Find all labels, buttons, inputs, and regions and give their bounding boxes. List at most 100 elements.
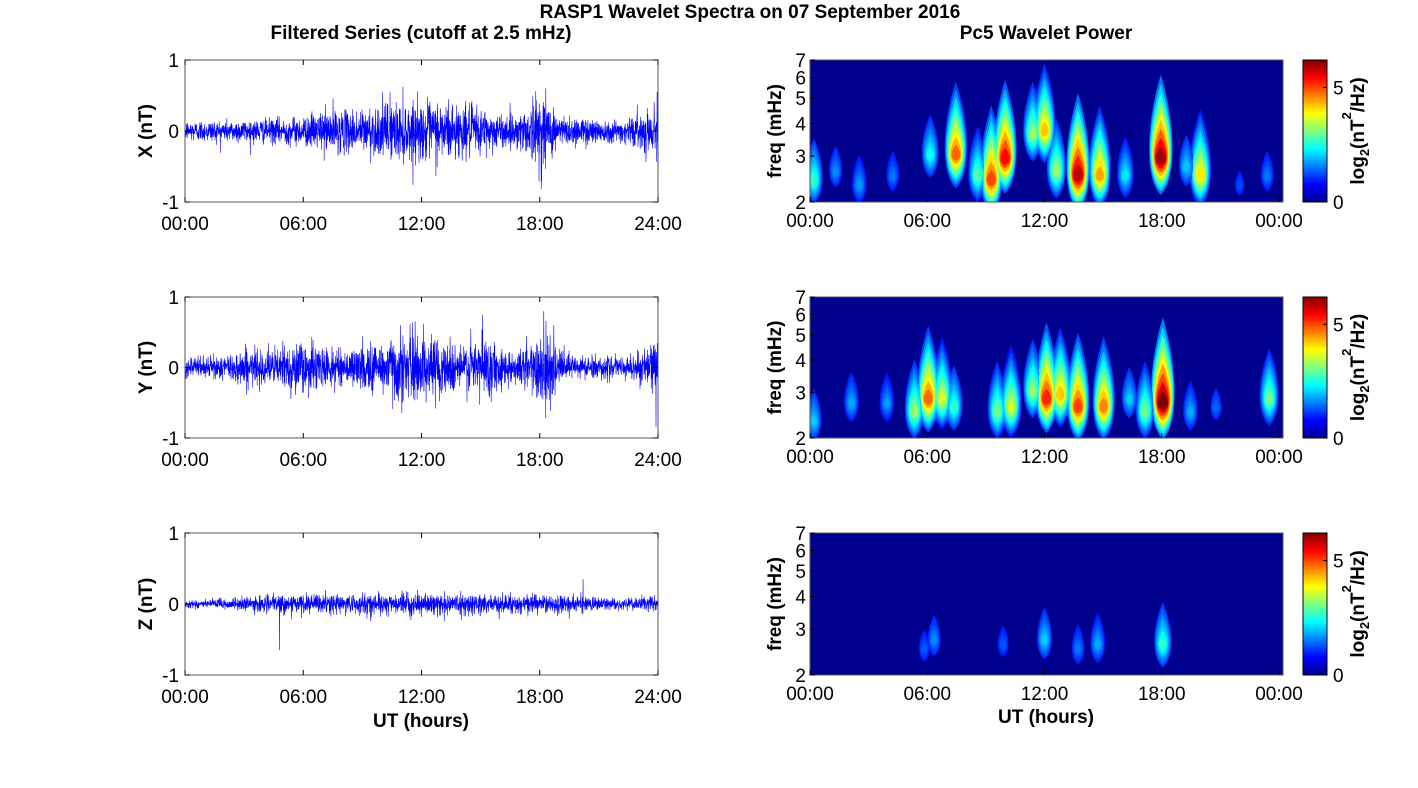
y-tick-label: 4: [795, 587, 806, 608]
power-contour: [810, 414, 818, 427]
colorbar-label: log2(nT2/Hz): [1339, 314, 1372, 421]
colorbar-label: log2(nT2/Hz): [1339, 77, 1372, 184]
y-tick-label: 0: [168, 359, 179, 380]
x-tick-label: 00:00: [161, 214, 209, 235]
power-contour: [1000, 147, 1010, 165]
colorbar-tick-label: 5: [1333, 551, 1344, 572]
x-tick-label: 12:00: [398, 214, 446, 235]
figure-title: RASP1 Wavelet Spectra on 07 September 20…: [540, 2, 961, 23]
left-xlabel: UT (hours): [373, 711, 469, 732]
y-tick-label: 4: [795, 351, 806, 372]
series-panel-y: 00:00 06:00 12:00 18:00 24:00 -1 0 1 Y (nT): [136, 288, 682, 471]
x-tick-label: 06:00: [279, 214, 327, 235]
x-tick-label: 06:00: [279, 687, 327, 708]
power-contour: [1029, 126, 1037, 140]
power-contour: [1075, 642, 1081, 654]
y-axis-label: X (nT): [136, 104, 157, 158]
axes-box: [809, 59, 1284, 203]
power-contour: [1007, 398, 1015, 413]
y-tick-label: 5: [795, 326, 806, 347]
power-contour: [1183, 160, 1190, 172]
x-tick-label: 12:00: [1021, 447, 1069, 468]
power-contour: [1213, 401, 1219, 413]
y-axis-label: freq (mHz): [765, 84, 786, 178]
colorbar-label: log2(nT2/Hz): [1339, 550, 1372, 657]
left-column-title: Filtered Series (cutoff at 2.5 mHz): [271, 23, 572, 44]
series-line-z: [184, 579, 659, 651]
x-tick-label: 12:00: [1021, 684, 1069, 705]
power-contour: [856, 179, 863, 191]
x-tick-label: 00:00: [786, 211, 834, 232]
power-contour: [1073, 397, 1083, 414]
power-contour: [883, 397, 890, 409]
x-tick-label: 00:00: [786, 447, 834, 468]
power-contour: [993, 404, 1001, 418]
power-contour: [1094, 638, 1101, 650]
x-tick-label: 18:00: [516, 450, 564, 471]
y-tick-label: 1: [168, 524, 179, 545]
series-panel-x: 00:00 06:00 12:00 18:00 24:00 -1 0 1 X (nT): [136, 51, 682, 235]
power-contour: [1265, 391, 1273, 405]
colorbar-tick-label: 0: [1333, 429, 1344, 450]
power-contour: [832, 165, 839, 177]
x-tick-label: 06:00: [903, 211, 951, 232]
axes-box: [809, 296, 1284, 439]
y-tick-label: -1: [162, 193, 179, 214]
x-tick-label: 06:00: [279, 450, 327, 471]
power-contour: [1041, 633, 1048, 645]
power-contour: [1000, 638, 1006, 650]
y-tick-label: 7: [795, 288, 806, 309]
x-tick-label: 00:00: [1255, 211, 1303, 232]
x-tick-label: 00:00: [1255, 447, 1303, 468]
power-contour: [1099, 397, 1108, 414]
x-tick-label: 06:00: [903, 684, 951, 705]
y-axis-label: freq (mHz): [765, 557, 786, 651]
power-contour: [931, 634, 938, 645]
power-contour: [921, 643, 928, 654]
y-tick-label: 5: [795, 562, 806, 583]
y-tick-label: 3: [795, 147, 806, 168]
power-contour: [810, 173, 818, 186]
series-panel-z: 00:00 06:00 12:00 18:00 24:00 -1 0 1 Z (nT): [136, 524, 682, 708]
y-tick-label: 2: [795, 193, 806, 214]
x-tick-label: 24:00: [634, 214, 682, 235]
power-contour: [951, 144, 961, 161]
y-tick-label: 3: [795, 383, 806, 404]
power-contour: [923, 388, 933, 405]
axes-box: [809, 532, 1284, 676]
colorbar-gradient: [1302, 532, 1328, 676]
x-tick-label: 12:00: [1021, 211, 1069, 232]
power-contour: [910, 403, 919, 418]
y-tick-label: 2: [795, 666, 806, 687]
y-tick-label: 4: [795, 114, 806, 135]
power-contour: [1122, 169, 1129, 181]
power-contour: [986, 169, 996, 187]
power-contour: [926, 148, 934, 161]
x-tick-label: 12:00: [398, 450, 446, 471]
power-contour: [1155, 147, 1166, 166]
y-tick-label: 0: [168, 595, 179, 616]
x-tick-label: 18:00: [1138, 447, 1186, 468]
power-contour: [1052, 163, 1061, 177]
power-contour: [1040, 121, 1049, 137]
x-tick-label: 18:00: [516, 687, 564, 708]
x-tick-label: 18:00: [1138, 684, 1186, 705]
power-contour: [938, 390, 946, 405]
power-contour: [1095, 166, 1104, 182]
power-contour: [1264, 169, 1271, 181]
heatmap-cells: [810, 63, 1274, 202]
power-contour: [1159, 637, 1167, 650]
power-contour: [1126, 392, 1133, 405]
power-contour: [1141, 404, 1149, 418]
series-line-y: [184, 311, 659, 428]
power-contour: [974, 168, 982, 181]
colorbar-gradient: [1302, 296, 1328, 439]
power-contour: [1073, 164, 1083, 182]
heatmap-cells: [810, 317, 1279, 438]
colorbar-tick-label: 0: [1333, 193, 1344, 214]
